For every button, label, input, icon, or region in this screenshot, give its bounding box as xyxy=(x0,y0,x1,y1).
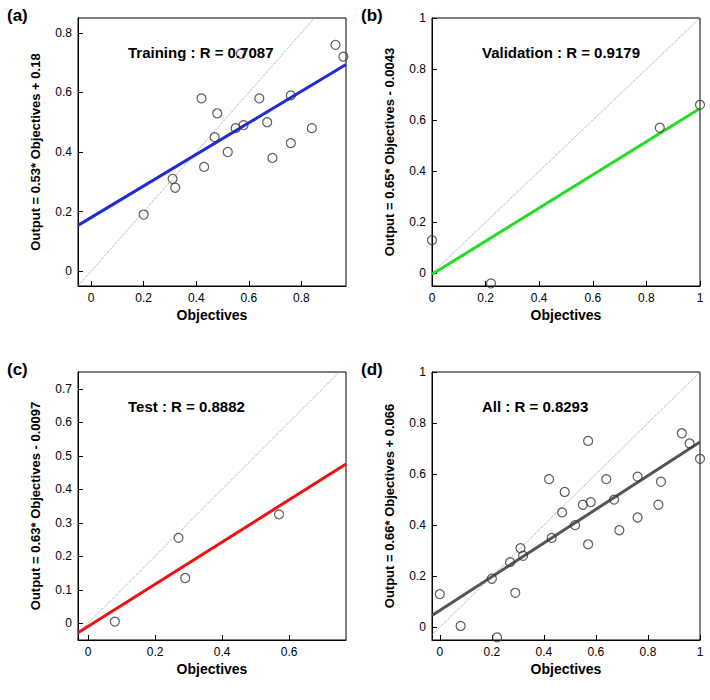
svg-text:(b): (b) xyxy=(361,6,383,25)
svg-text:0.4: 0.4 xyxy=(55,482,72,496)
svg-text:0.8: 0.8 xyxy=(55,26,72,40)
svg-text:(a): (a) xyxy=(7,6,28,25)
svg-text:Output = 0.63* Objectives - 0.: Output = 0.63* Objectives - 0.0097 xyxy=(28,402,43,610)
svg-text:Validation : R = 0.9179: Validation : R = 0.9179 xyxy=(482,44,640,61)
svg-text:0.4: 0.4 xyxy=(536,645,553,659)
svg-text:0.6: 0.6 xyxy=(281,645,298,659)
svg-text:0.4: 0.4 xyxy=(188,291,205,305)
svg-text:0.8: 0.8 xyxy=(293,291,310,305)
svg-text:0.4: 0.4 xyxy=(409,164,426,178)
svg-text:0.2: 0.2 xyxy=(147,645,164,659)
svg-text:0.4: 0.4 xyxy=(531,291,548,305)
svg-text:0.6: 0.6 xyxy=(588,645,605,659)
svg-text:0.8: 0.8 xyxy=(409,416,426,430)
svg-text:0.3: 0.3 xyxy=(55,516,72,530)
svg-text:Objectives: Objectives xyxy=(531,661,602,677)
svg-text:0: 0 xyxy=(419,266,426,280)
svg-text:0.6: 0.6 xyxy=(240,291,257,305)
svg-text:(c): (c) xyxy=(7,360,28,379)
svg-text:0.8: 0.8 xyxy=(640,645,657,659)
svg-text:1: 1 xyxy=(419,365,426,379)
svg-text:0.6: 0.6 xyxy=(409,467,426,481)
svg-text:0: 0 xyxy=(85,645,92,659)
svg-text:Objectives: Objectives xyxy=(531,307,602,323)
svg-text:0.6: 0.6 xyxy=(584,291,601,305)
svg-text:0.2: 0.2 xyxy=(55,205,72,219)
svg-text:0.5: 0.5 xyxy=(55,449,72,463)
svg-text:0.2: 0.2 xyxy=(409,569,426,583)
svg-text:0.2: 0.2 xyxy=(477,291,494,305)
svg-text:0: 0 xyxy=(88,291,95,305)
svg-text:0.7: 0.7 xyxy=(55,382,72,396)
svg-text:All : R = 0.8293: All : R = 0.8293 xyxy=(482,398,588,415)
svg-text:0.2: 0.2 xyxy=(484,645,501,659)
svg-text:Output = 0.65* Objectives - 0.: Output = 0.65* Objectives - 0.0043 xyxy=(382,48,397,256)
svg-text:0: 0 xyxy=(419,620,426,634)
svg-text:1: 1 xyxy=(419,11,426,25)
svg-text:0: 0 xyxy=(65,264,72,278)
svg-text:0.6: 0.6 xyxy=(409,113,426,127)
svg-text:Test : R = 0.8882: Test : R = 0.8882 xyxy=(128,398,245,415)
svg-text:0.6: 0.6 xyxy=(55,85,72,99)
svg-text:0.4: 0.4 xyxy=(409,518,426,532)
svg-text:0.2: 0.2 xyxy=(135,291,152,305)
svg-text:Objectives: Objectives xyxy=(177,307,248,323)
svg-text:0.8: 0.8 xyxy=(409,62,426,76)
svg-text:Output = 0.53* Objectives + 0.: Output = 0.53* Objectives + 0.18 xyxy=(28,53,43,250)
svg-text:0.6: 0.6 xyxy=(55,415,72,429)
svg-text:0: 0 xyxy=(436,645,443,659)
svg-text:0.1: 0.1 xyxy=(55,583,72,597)
svg-text:0.4: 0.4 xyxy=(55,145,72,159)
svg-text:0.2: 0.2 xyxy=(409,215,426,229)
svg-text:0.2: 0.2 xyxy=(55,549,72,563)
svg-text:1: 1 xyxy=(697,645,704,659)
svg-text:0.8: 0.8 xyxy=(638,291,655,305)
svg-text:Training : R = 0.7087: Training : R = 0.7087 xyxy=(128,44,273,61)
svg-text:0: 0 xyxy=(65,616,72,630)
svg-text:Objectives: Objectives xyxy=(177,661,248,677)
svg-text:0: 0 xyxy=(429,291,436,305)
svg-text:(d): (d) xyxy=(361,360,383,379)
svg-text:0.4: 0.4 xyxy=(214,645,231,659)
svg-text:1: 1 xyxy=(697,291,704,305)
svg-text:Output = 0.66* Objectives + 0.: Output = 0.66* Objectives + 0.066 xyxy=(382,404,397,608)
